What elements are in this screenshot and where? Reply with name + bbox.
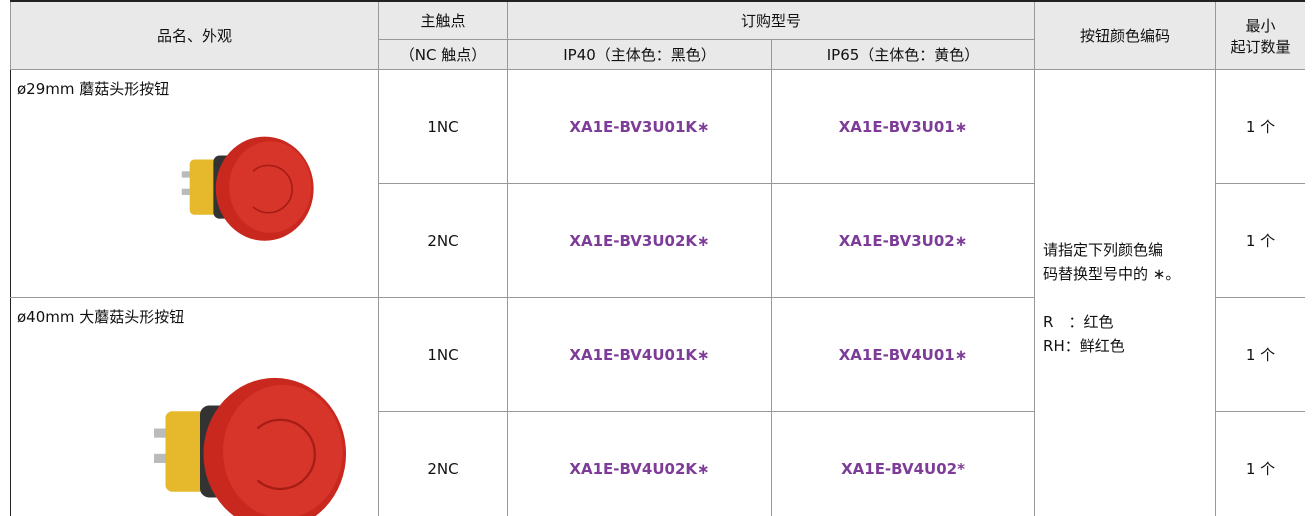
model-ip40: XA1E-BV4U01K∗ [507,297,772,412]
button-image [181,136,314,241]
table-row: 2NC XA1E-BV4U02K∗ XA1E-BV4U02* 1 个 [11,411,1305,516]
model-ip65: XA1E-BV3U02∗ [770,183,1036,298]
product-cell: ø29mm 蘑菇头形按钮 [10,69,379,298]
contact: 1NC [378,297,508,412]
color-note: 请指定下列颜色编 码替换型号中的 ∗。 R ：红色 RH：鲜红色 [1034,69,1217,516]
header-min-order: 最小 起订数量 [1215,0,1305,70]
min-order: 1 个 [1215,69,1305,184]
model-ip40: XA1E-BV3U01K∗ [507,69,772,184]
table-wrap: 品名、外观 主触点 订购型号 按钮颜色编码 最小起订数量 （NC 触点） IP4… [10,0,1305,516]
model-ip40: XA1E-BV3U02K∗ [507,183,772,298]
button-image [154,377,347,516]
model-ip40: XA1E-BV4U02K∗ [507,411,772,516]
model-ip65: XA1E-BV3U01∗ [770,69,1036,184]
model-ip65: XA1E-BV4U01∗ [770,297,1036,412]
header-ip40: IP40（主体色：黑色） [507,39,772,70]
header-contact-sub: （NC 触点） [378,39,508,70]
product-name: ø40mm 大蘑菇头形按钮 [17,308,185,326]
contact: 2NC [378,411,508,516]
min-order: 1 个 [1215,297,1305,412]
table-row: ø29mm 蘑菇头形按钮 1NC XA1E-BV3U01K∗ XA1E-BV3U01… [10,69,1305,516]
note-text: 请指定下列颜色编 [1043,240,1164,259]
note-text: RH：鲜红色 [1043,336,1125,355]
note-text: 码替换型号中的 ∗。 [1043,264,1181,283]
header-color-code: 按钮颜色编码 [1034,0,1217,70]
text: 起订数量 [1230,37,1291,56]
model-ip65: XA1E-BV4U02* [770,411,1036,516]
table-row: ø40mm 大蘑菇头形按钮 1NC XA1E-BV4U01K∗ XA1E-BV4U0… [10,297,1305,516]
header-ip65: IP65（主体色：黄色） [770,39,1036,70]
note-text: R ：红色 [1043,312,1114,331]
header-product: 品名、外观 [10,0,379,70]
header-order: 订购型号 [506,0,1036,40]
text: 最小 [1245,16,1276,35]
min-order: 1 个 [1215,411,1305,516]
contact: 2NC [378,183,508,298]
product-table: 品名、外观 主触点 订购型号 按钮颜色编码 最小起订数量 （NC 触点） IP4… [10,0,1305,516]
header-contact: 主触点 [378,0,508,40]
contact: 1NC [378,69,508,184]
product-name: ø29mm 蘑菇头形按钮 [17,80,170,98]
product-cell: ø40mm 大蘑菇头形按钮 [10,297,379,516]
min-order: 1 个 [1215,183,1305,298]
